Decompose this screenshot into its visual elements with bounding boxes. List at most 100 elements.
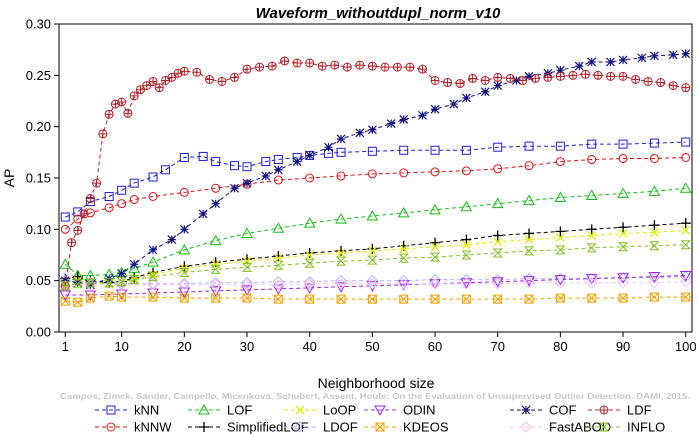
data-point-inflo: [492, 248, 503, 258]
data-point-knnw: [148, 191, 158, 201]
data-point-simplifiedlof: [524, 228, 535, 239]
data-point-knnw: [129, 195, 139, 205]
data-point-knnw: [430, 167, 440, 177]
legend-item-ldf: LDF: [588, 403, 652, 418]
data-point-odin: [679, 271, 692, 282]
data-point-odin: [523, 276, 535, 287]
data-point-cof: [355, 128, 365, 138]
data-point-ldof: [241, 277, 253, 289]
series-line-ldof: [65, 276, 686, 285]
data-point-knnw: [60, 224, 70, 234]
data-point-loop: [399, 244, 409, 254]
data-point-ldof: [272, 275, 285, 288]
data-point-ldf: [568, 70, 578, 80]
legend-item-ldof: LDOF: [284, 420, 358, 434]
legend-swatch-marker: [521, 405, 531, 415]
data-point-ldf: [192, 67, 202, 77]
data-point-knnw: [85, 208, 95, 218]
data-point-fastabod: [209, 279, 222, 291]
legend-label: SimplifiedLOF: [227, 420, 309, 434]
legend-swatch-marker: [198, 403, 210, 415]
legend-label: KDEOS: [403, 420, 449, 434]
data-point-knn: [618, 139, 628, 149]
data-point-ldf: [493, 72, 503, 82]
data-point-cof: [85, 280, 95, 290]
data-point-ldf: [123, 108, 133, 118]
legend-item-lof: LOF: [188, 403, 252, 418]
data-point-knnw: [211, 183, 221, 193]
series-line-loop: [65, 229, 686, 285]
data-point-kdeos: [242, 293, 252, 303]
legend: kNN kNNW LOF SimplifiedLOF LoOP LDOF ODIN KDEOS…: [95, 403, 665, 434]
data-point-kdeos: [587, 293, 597, 303]
data-point-fastabod: [460, 278, 473, 290]
legend-swatch-marker: [374, 405, 386, 417]
data-point-cof: [324, 142, 333, 152]
data-point-inflo: [147, 272, 159, 282]
data-point-ldof: [335, 274, 347, 287]
data-point-lof: [335, 213, 347, 224]
data-point-knn: [148, 172, 158, 182]
data-point-ldf: [656, 78, 666, 88]
data-point-knn: [117, 185, 127, 195]
legend-swatch-marker: [520, 421, 532, 433]
data-point-cof: [555, 65, 565, 75]
data-point-loop: [367, 246, 377, 256]
data-point-loop: [273, 253, 283, 263]
data-point-ldf: [135, 85, 145, 95]
x-tick-label: 100: [675, 339, 697, 354]
data-point-knnw: [179, 187, 189, 197]
data-point-ldf: [179, 66, 189, 76]
data-point-simplifiedlof: [649, 220, 660, 231]
legend-label: LoOP: [323, 403, 356, 418]
data-point-lof: [272, 222, 285, 233]
data-point-lof: [679, 182, 692, 193]
data-point-lof: [128, 262, 141, 273]
data-point-odin: [491, 277, 504, 288]
y-tick-label: 0.10: [26, 222, 51, 237]
data-point-kdeos: [60, 296, 70, 306]
data-point-loop: [587, 231, 597, 240]
data-point-inflo: [241, 262, 253, 272]
data-point-cof: [242, 178, 252, 188]
x-tick-label: 40: [302, 339, 316, 354]
data-point-kdeos: [336, 294, 346, 304]
data-point-fastabod: [680, 275, 692, 288]
data-point-knnw: [399, 168, 409, 178]
series-line-lof: [64, 187, 686, 276]
data-point-cof: [117, 269, 127, 278]
data-point-ldf: [668, 81, 678, 91]
data-point-ldf: [85, 194, 95, 204]
y-tick-label: 0.15: [26, 171, 51, 186]
data-point-knn: [211, 157, 221, 167]
legend-swatch-marker: [106, 405, 116, 415]
data-point-ldf: [117, 97, 127, 107]
series-inflo: [60, 240, 691, 291]
data-point-simplifiedlof: [367, 243, 378, 254]
data-point-ldf: [73, 225, 83, 235]
data-point-fastabod: [241, 279, 253, 291]
series-layer: [59, 49, 692, 307]
y-tick-label: 0.25: [26, 68, 51, 83]
data-point-ldf: [606, 71, 616, 81]
data-point-kdeos: [211, 293, 221, 303]
data-point-lof: [209, 234, 222, 246]
legend-label: LOF: [227, 403, 252, 418]
axis-ticks: 1 10 20 30 40 50 60 70 80 90 100 0.00 0.05 0.10 0.15 0.…: [26, 17, 697, 355]
data-point-loop: [242, 256, 252, 266]
data-point-knn: [524, 141, 534, 151]
data-point-ldf: [530, 73, 540, 83]
data-point-kdeos: [461, 294, 471, 304]
data-point-ldf: [555, 71, 565, 81]
data-point-knn: [399, 145, 409, 155]
data-point-ldf: [98, 129, 108, 139]
data-point-knnw: [273, 175, 283, 185]
data-point-lof: [648, 185, 661, 196]
data-point-ldf: [110, 99, 120, 109]
data-point-cof: [386, 119, 396, 129]
data-point-ldf: [104, 109, 114, 119]
data-point-inflo: [273, 260, 284, 270]
legend-item-simplifiedlof: SimplifiedLOF: [188, 420, 309, 434]
data-point-ldf: [317, 61, 327, 71]
